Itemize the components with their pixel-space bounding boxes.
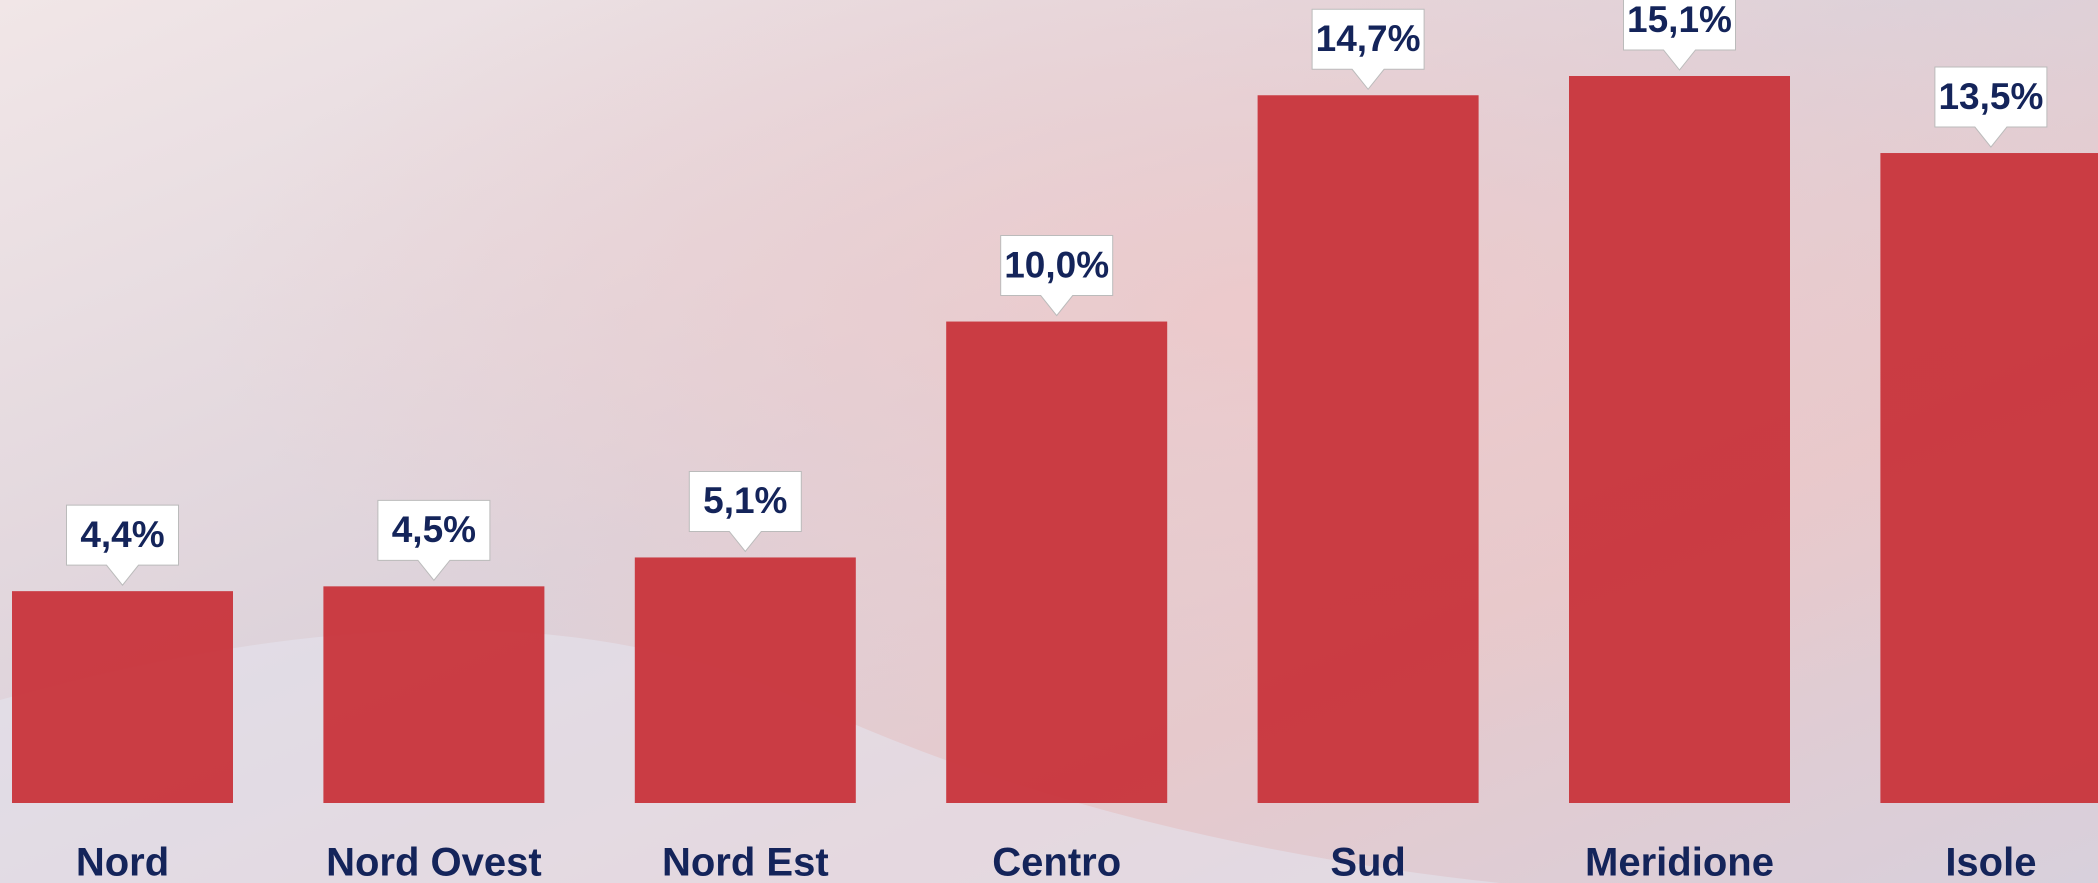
value-label-box	[66, 504, 179, 586]
bar	[323, 586, 545, 803]
value-label: 5,1%	[703, 480, 787, 521]
x-tick-label: Sud	[1330, 841, 1406, 883]
value-label-box	[1000, 235, 1114, 317]
value-label: 4,5%	[392, 509, 476, 550]
x-tick-label: Centro	[992, 841, 1121, 883]
bar	[634, 557, 856, 803]
bar	[1257, 95, 1479, 803]
value-label-box	[377, 499, 491, 582]
bar	[946, 321, 1168, 803]
value-label-box	[688, 470, 802, 553]
x-tick-label: Nord	[76, 841, 169, 883]
plot: 4,4% Nord 4,5% Nord Ovest 5,1% Nord Est 10,0% C…	[12, 0, 2098, 883]
value-label: 15,1%	[1627, 0, 1732, 40]
x-tick-label: Meridione	[1585, 841, 1774, 883]
bar	[12, 591, 233, 803]
bar	[1569, 76, 1790, 803]
value-label-box	[1934, 66, 2048, 148]
value-label-box	[1311, 8, 1425, 91]
value-label: 10,0%	[1004, 244, 1109, 285]
value-label-box	[1623, 0, 1736, 71]
x-tick-label: Nord Ovest	[326, 841, 542, 883]
x-tick-label: Nord Est	[662, 841, 829, 883]
x-tick-label: Isole	[1945, 841, 2036, 883]
value-label: 4,4%	[80, 514, 164, 555]
value-label: 13,5%	[1938, 76, 2043, 117]
value-label: 14,7%	[1316, 18, 1421, 59]
bar	[1880, 153, 2098, 804]
